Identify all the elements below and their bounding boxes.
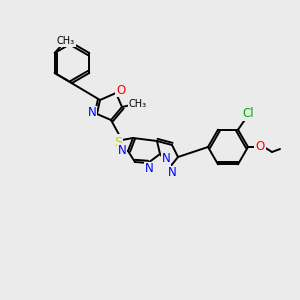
Text: N: N	[118, 143, 126, 157]
Text: O: O	[116, 83, 126, 97]
Text: Cl: Cl	[242, 107, 254, 120]
Text: N: N	[145, 163, 153, 176]
Text: N: N	[168, 167, 176, 179]
Text: S: S	[114, 136, 122, 148]
Text: N: N	[162, 152, 170, 166]
Text: O: O	[255, 140, 265, 154]
Text: CH₃: CH₃	[57, 36, 75, 46]
Text: CH₃: CH₃	[129, 99, 147, 109]
Text: N: N	[88, 106, 96, 119]
